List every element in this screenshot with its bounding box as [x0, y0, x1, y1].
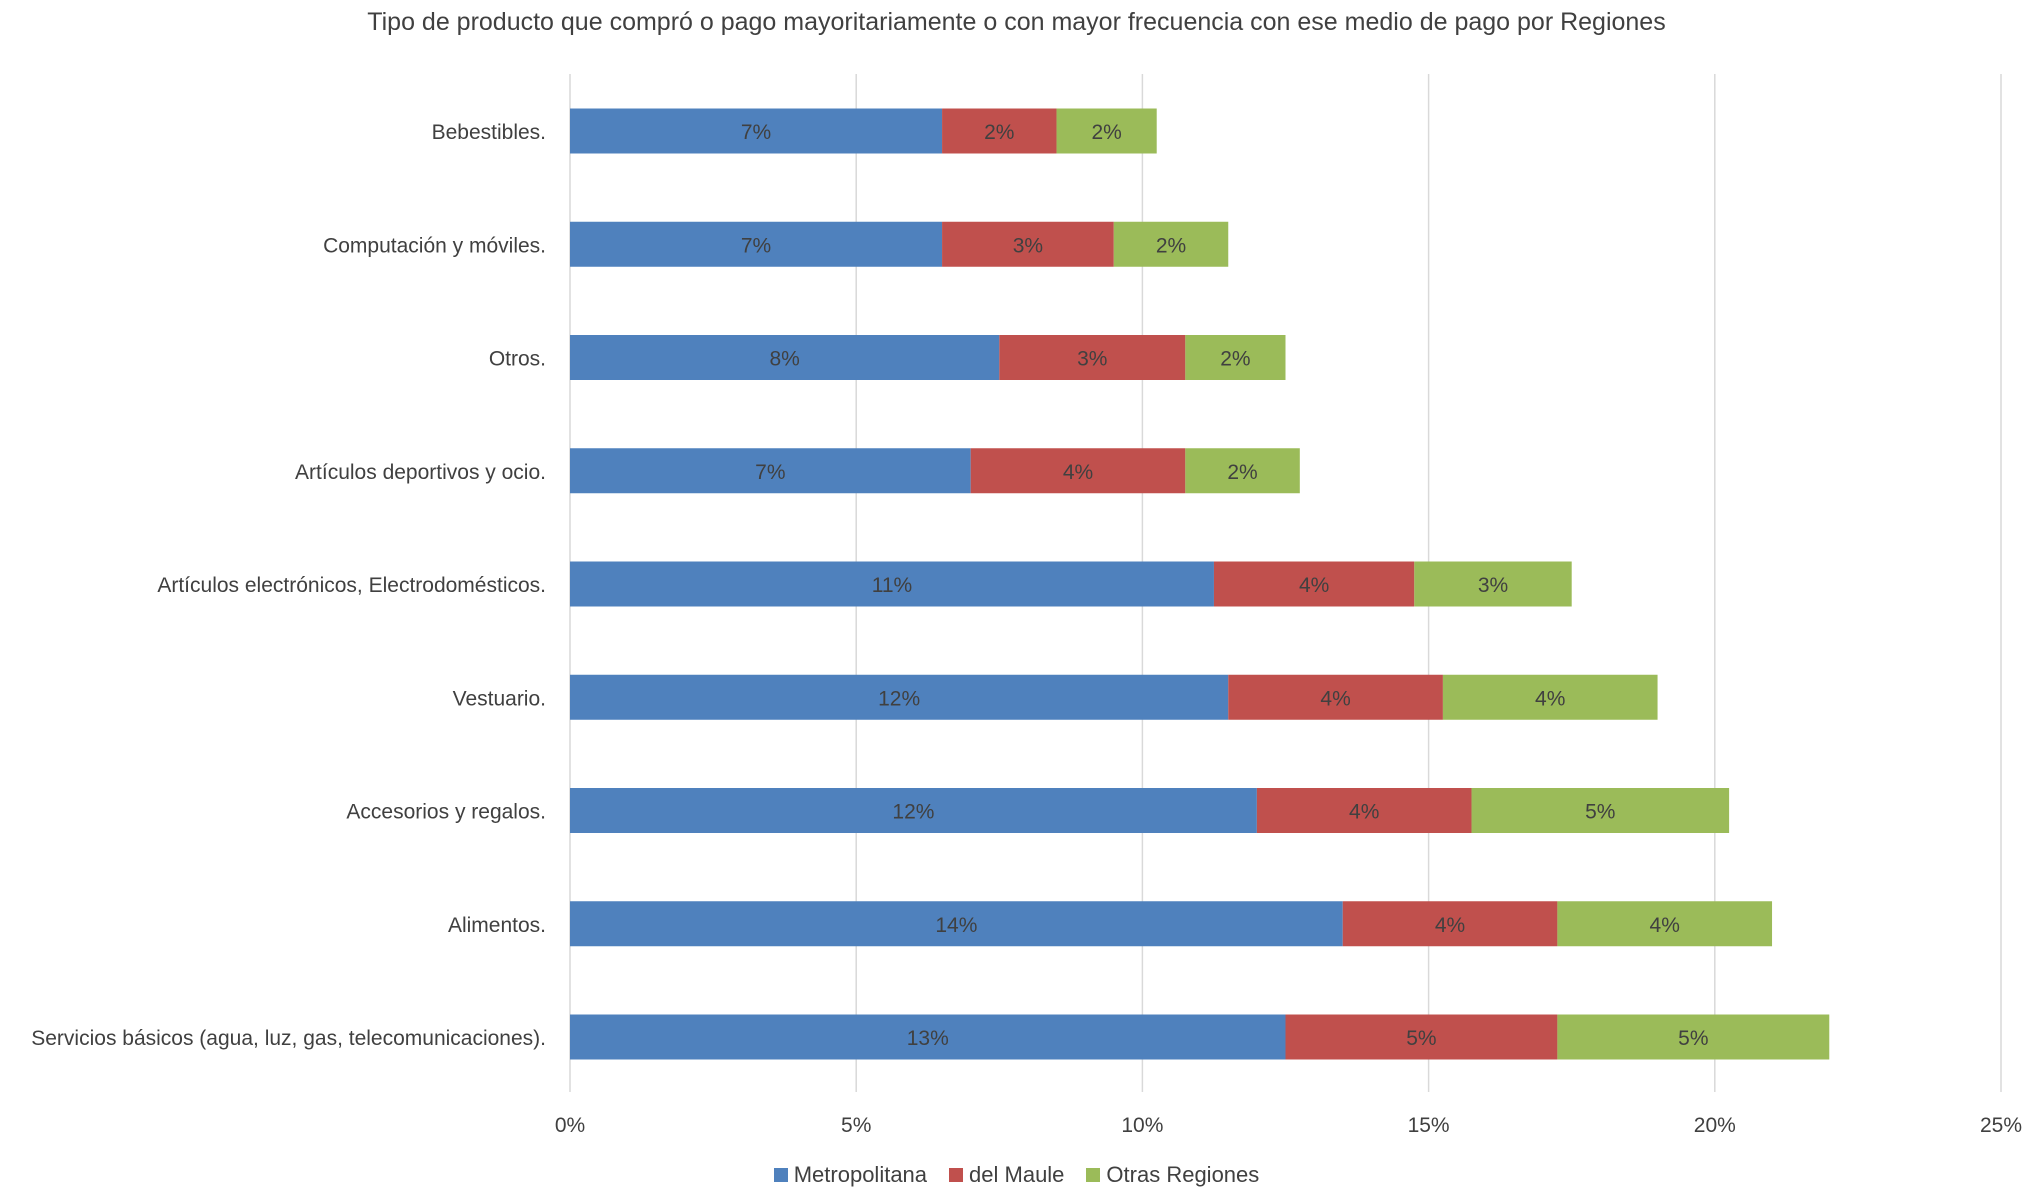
bar-segment [1185, 335, 1286, 380]
data-label: 7% [755, 461, 785, 484]
data-label: 2% [1156, 234, 1186, 257]
category-label: Accesorios y regalos. [346, 801, 546, 824]
data-label: 12% [878, 687, 920, 710]
data-label: 4% [1063, 461, 1093, 484]
data-label: 12% [892, 801, 934, 824]
bar-segment [1185, 448, 1300, 494]
bar-segment [1056, 108, 1157, 154]
bar-segment [970, 448, 1186, 494]
data-label: 11% [872, 574, 912, 597]
data-labels: 7% 2% 2% 7% 3% 2% 8% 3% 2% 7% 4% 2% 11% 4% 3% 12% 4% 4% 12… [741, 121, 1709, 1050]
data-label: 8% [769, 348, 799, 371]
bar-segment [570, 561, 1214, 607]
bar-segment [1442, 674, 1658, 720]
bars [570, 108, 1830, 1060]
legend-label: Otras Regiones [1106, 1162, 1260, 1187]
legend-item: del Maule [949, 1162, 1064, 1188]
bar-segment [999, 335, 1186, 380]
data-label: 5% [1585, 801, 1615, 824]
bar-segment [1557, 901, 1773, 947]
bar-segment [570, 108, 943, 154]
bar-segment [942, 221, 1114, 267]
x-tick-label: 5% [841, 1114, 871, 1137]
bar-segment [1342, 901, 1558, 947]
bar-segment [570, 901, 1343, 947]
category-label: Artículos electrónicos, Electrodoméstico… [157, 574, 546, 597]
legend-swatch [1086, 1168, 1101, 1182]
category-label: Bebestibles. [432, 121, 546, 144]
data-label: 4% [1650, 914, 1680, 937]
data-label: 7% [741, 121, 771, 144]
data-label: 4% [1435, 914, 1465, 937]
legend-item: Otras Regiones [1086, 1162, 1259, 1188]
legend-label: del Maule [969, 1162, 1065, 1187]
data-label: 5% [1678, 1027, 1708, 1050]
bar-segment [570, 674, 1229, 720]
category-label: Otros. [489, 348, 546, 371]
legend-item: Metropolitana [773, 1162, 928, 1188]
bar-segment [1256, 788, 1472, 833]
category-label: Vestuario. [453, 687, 546, 710]
data-label: 2% [984, 121, 1014, 144]
x-tick-label: 20% [1694, 1114, 1736, 1137]
bar-segment [570, 335, 1000, 380]
data-label: 2% [1227, 461, 1257, 484]
data-label: 3% [1077, 348, 1107, 371]
data-label: 4% [1535, 687, 1565, 710]
legend: Metropolitana del Maule Otras Regiones [0, 1162, 2033, 1188]
legend-swatch [773, 1168, 788, 1182]
category-label: Servicios básicos (agua, luz, gas, telec… [31, 1027, 546, 1050]
category-label: Artículos deportivos y ocio. [295, 461, 546, 484]
bar-segment [570, 788, 1257, 833]
legend-label: Metropolitana [793, 1162, 928, 1187]
data-label: 7% [741, 234, 771, 257]
x-tick-label: 25% [1980, 1114, 2022, 1137]
chart-title: Tipo de producto que compró o pago mayor… [367, 8, 1666, 36]
x-tick-label: 15% [1408, 1114, 1450, 1137]
data-label: 4% [1320, 687, 1350, 710]
data-label: 2% [1091, 121, 1121, 144]
bar-segment [1471, 788, 1730, 833]
data-label: 4% [1299, 574, 1329, 597]
data-label: 3% [1013, 234, 1043, 257]
data-label: 3% [1478, 574, 1508, 597]
category-label: Computación y móviles. [323, 234, 546, 257]
bar-segment [1113, 221, 1229, 267]
bar-segment [1285, 1014, 1558, 1060]
bar-segment [1228, 674, 1443, 720]
bar-segment [570, 1014, 1286, 1060]
bar-segment [570, 221, 943, 267]
bar-segment [1557, 1014, 1830, 1060]
category-label: Alimentos. [448, 914, 546, 937]
bar-segment [942, 108, 1057, 154]
x-tick-label: 0% [555, 1114, 585, 1137]
axes: 0% 5% 10% 15% 20% 25% Bebestibles. Computación … [31, 121, 2022, 1137]
legend-swatch [949, 1168, 964, 1182]
bar-segment [1213, 561, 1415, 607]
data-label: 14% [935, 914, 977, 937]
data-label: 2% [1220, 348, 1250, 371]
data-label: 13% [907, 1027, 949, 1050]
data-label: 5% [1406, 1027, 1436, 1050]
data-label: 4% [1349, 801, 1379, 824]
bar-segment [1414, 561, 1572, 607]
bar-segment [570, 448, 971, 494]
x-tick-label: 10% [1121, 1114, 1163, 1137]
